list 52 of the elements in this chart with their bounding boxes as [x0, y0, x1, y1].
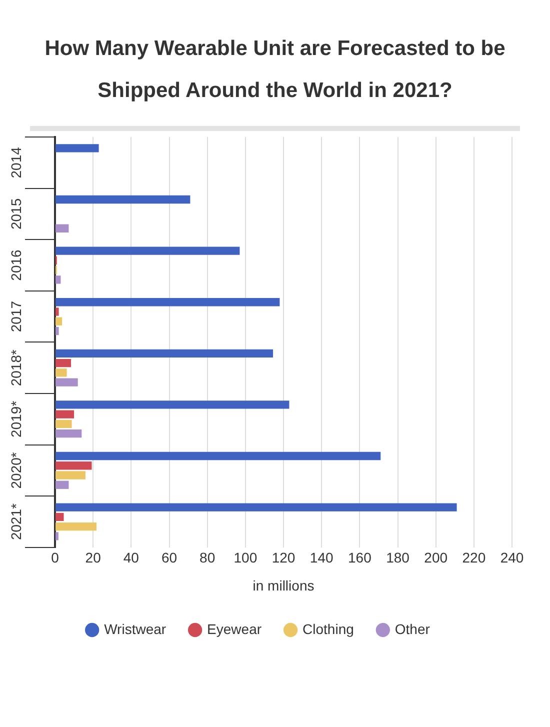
legend-label: Clothing	[302, 620, 354, 637]
x-tick-label: 240	[500, 550, 524, 566]
x-tick-label: 120	[272, 550, 296, 566]
bar	[56, 400, 290, 409]
y-tick-label: 2018*	[8, 349, 24, 386]
bar	[56, 349, 274, 358]
bar	[56, 368, 67, 377]
x-tick-label: 40	[123, 550, 140, 566]
bar	[56, 512, 64, 522]
bar	[56, 298, 280, 306]
bar	[56, 195, 190, 204]
x-tick-label: 220	[462, 550, 486, 566]
y-tick-label: 2015	[8, 198, 24, 230]
x-axis-title: in millions	[252, 577, 314, 594]
legend-label: Eyewear	[207, 620, 262, 637]
bar	[56, 503, 457, 512]
bar	[56, 452, 381, 460]
chart-title: How Many Wearable Unit are Forecasted to be Shipped Around the World in 2021?	[44, 36, 506, 104]
bar	[56, 429, 82, 438]
y-tick-label: 2020*	[8, 452, 24, 489]
bar	[56, 224, 69, 232]
bar	[56, 420, 72, 428]
y-tick-label: 2019*	[8, 400, 24, 438]
bar	[56, 326, 59, 336]
bar	[56, 308, 59, 316]
y-tick-label: 2014	[8, 146, 24, 178]
y-tick-label: 2016	[8, 249, 24, 281]
bar	[56, 532, 58, 540]
bar	[56, 410, 74, 418]
bar	[56, 144, 99, 152]
bar	[56, 276, 61, 284]
y-tick-label: 2017	[8, 300, 24, 332]
x-tick-label: 160	[348, 550, 372, 566]
x-tick-label: 200	[424, 550, 448, 566]
legend-label: Wristwear	[104, 620, 166, 637]
x-tick-label: 80	[200, 550, 216, 566]
x-tick-label: 100	[234, 550, 258, 566]
bar	[56, 358, 71, 368]
bar	[56, 471, 86, 480]
bar	[56, 522, 97, 531]
x-tick-label: 60	[161, 550, 178, 566]
bar	[56, 317, 62, 326]
legend-label: Other	[394, 620, 430, 637]
x-tick-label: 140	[310, 550, 334, 566]
x-tick-label: 20	[85, 550, 102, 566]
bar	[56, 378, 78, 386]
x-tick-label: 180	[386, 550, 410, 566]
y-tick-label: 2021*	[8, 502, 24, 540]
bar	[56, 246, 240, 255]
x-tick-label: 0	[51, 550, 60, 566]
bar	[56, 462, 92, 470]
bar	[56, 480, 69, 489]
